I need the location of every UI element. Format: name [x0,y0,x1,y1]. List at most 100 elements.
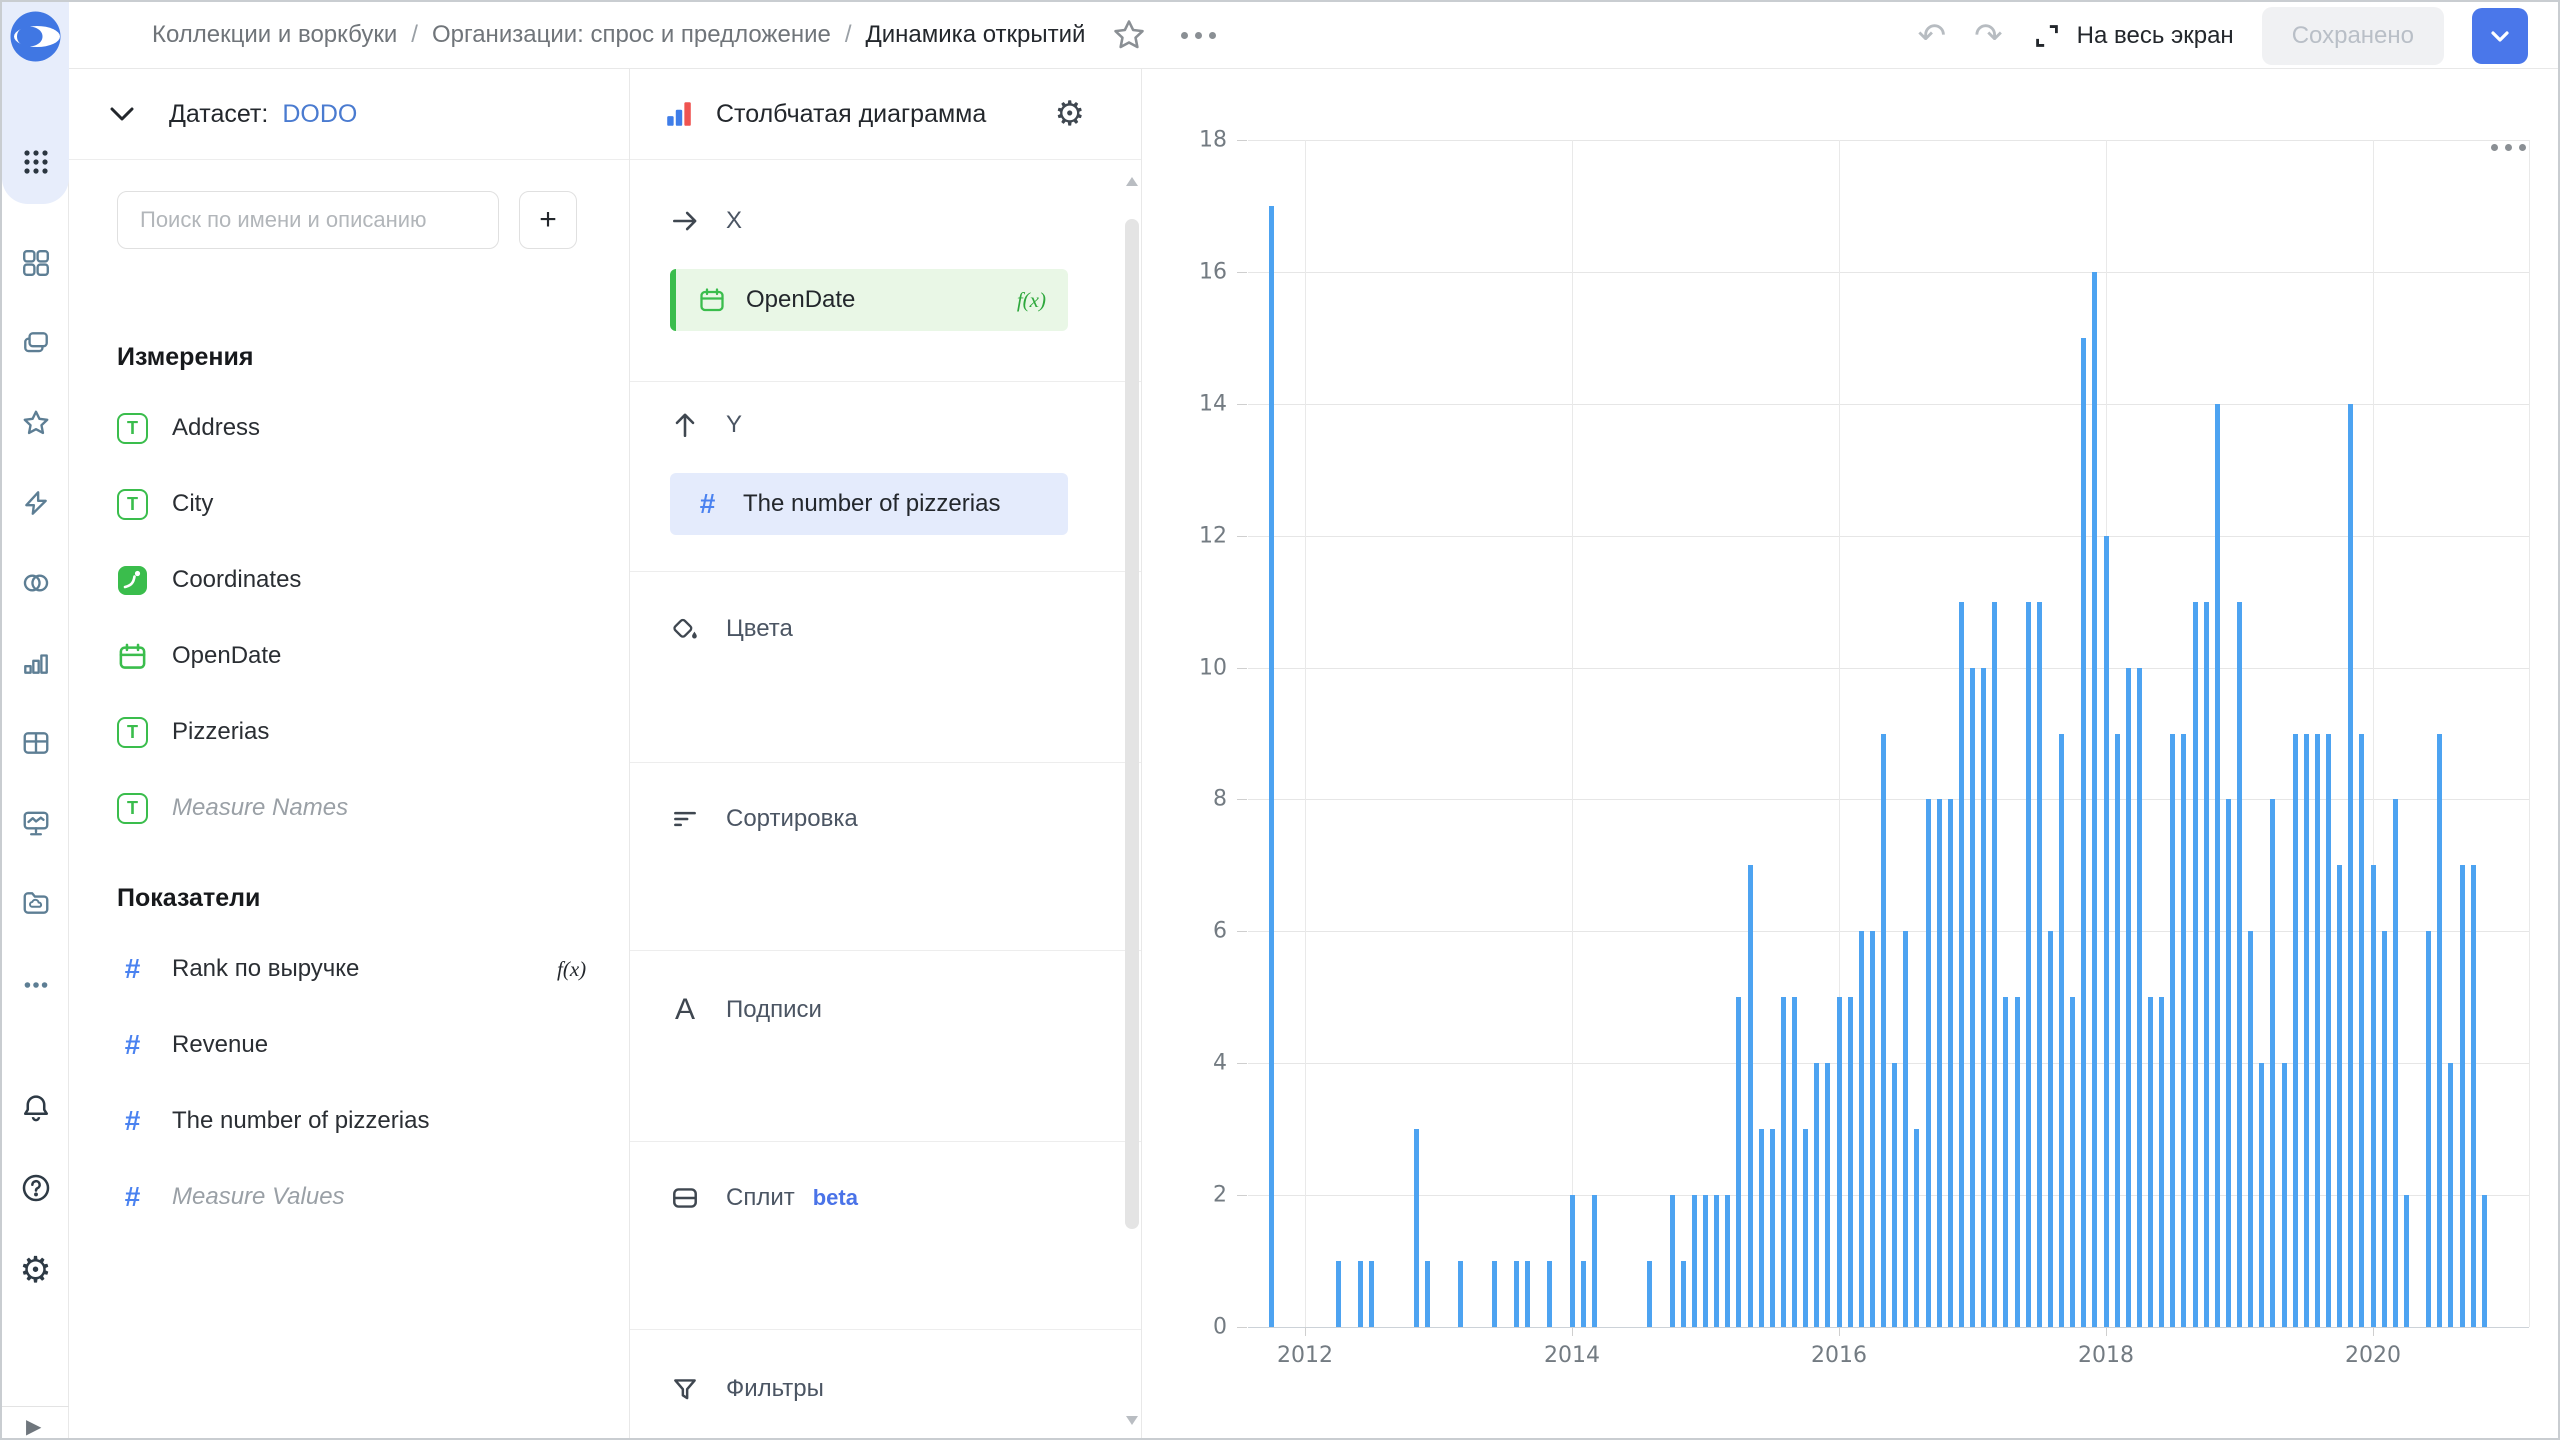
y-gridline [1248,1063,2529,1065]
bar [1914,1129,1920,1327]
datasets-icon[interactable] [2,728,69,758]
workbooks-icon[interactable] [2,328,69,358]
bar [1547,1261,1553,1327]
bar [1858,931,1864,1327]
field-row-address[interactable]: T Address [117,401,597,455]
add-field-button[interactable]: + [519,191,577,249]
x-axis-label: X [726,207,743,234]
chevron-down-icon [2491,30,2509,42]
filter-funnel-icon [674,1379,696,1400]
bar [1358,1261,1364,1327]
field-search-input[interactable] [117,191,499,249]
x-axis-tick-label: 2014 [1544,1343,1600,1368]
bar [2359,733,2365,1327]
bar [1947,799,1953,1327]
bar [1758,1129,1764,1327]
bar [2392,799,2398,1327]
field-label: Pizzerias [172,718,270,745]
bar [1714,1195,1720,1327]
apps-grid-icon[interactable] [2,148,69,176]
field-row-measure-values[interactable]: # Measure Values [117,1170,597,1224]
text-field-icon: T [117,488,148,520]
redo-icon[interactable]: ↷ [1974,16,2003,55]
collapse-chevron-icon[interactable] [109,106,135,122]
functions-icon[interactable] [2,488,69,518]
viz-settings-gear-icon[interactable]: ⚙ [1054,95,1085,133]
more-actions-icon[interactable] [1181,31,1217,39]
notifications-bell-icon[interactable] [2,1092,69,1124]
y-axis-tick-label: 2 [1213,1182,1227,1208]
breadcrumb-workbook[interactable]: Организации: спрос и предложение [431,21,831,48]
datalens-logo-icon[interactable] [9,10,62,63]
x-axis-tick-label: 2018 [2078,1343,2134,1368]
bar [1792,997,1797,1327]
y-gridline [1248,667,2529,669]
dashboards-icon[interactable] [2,808,69,838]
field-row-the-number-of-pizzerias[interactable]: # The number of pizzerias [117,1094,597,1148]
filters-section[interactable]: Фильтры [670,1367,824,1411]
field-label: The number of pizzerias [172,1107,430,1134]
x-axis-tick-label: 2016 [1811,1343,1867,1368]
dataset-name-link[interactable]: DODO [282,99,358,128]
split-label: Сплит [726,1184,795,1211]
favorite-star-icon[interactable] [1111,17,1147,53]
x-gridline [1305,140,1306,1327]
help-icon[interactable] [2,1172,69,1204]
scroll-up-icon[interactable] [1126,177,1138,186]
labels-section[interactable]: A Подписи [670,988,822,1032]
connections-icon[interactable] [2,568,69,598]
fullscreen-icon [2035,24,2058,47]
undo-icon[interactable]: ↶ [1917,16,1947,55]
field-row-revenue[interactable]: # Revenue [117,1018,597,1072]
number-field-icon: # [124,1181,141,1212]
split-section[interactable]: Сплит beta [670,1176,858,1220]
field-row-coordinates[interactable]: Coordinates [117,553,597,607]
x-gridline [2373,140,2374,1327]
scroll-down-icon[interactable] [1126,1416,1138,1425]
storage-folder-icon[interactable] [2,888,69,918]
expand-rail-icon[interactable]: ▶ [26,1416,42,1438]
y-axis-tick-label: 16 [1199,259,1227,285]
y-axis-tick-label: 4 [1213,1050,1227,1076]
save-dropdown-button[interactable] [2472,7,2528,64]
chart-context-menu-icon[interactable] [2491,144,2526,151]
field-row-pizzerias[interactable]: T Pizzerias [117,705,597,759]
bar [2259,1063,2265,1327]
y-field-chip-pizzerias[interactable]: # The number of pizzerias [670,473,1068,535]
chart-type-selector[interactable]: Столбчатая диаграмма [716,99,987,128]
viz-scrollbar[interactable] [1125,169,1139,1429]
x-field-chip-opendate[interactable]: OpenDate f(x) [670,269,1068,331]
bar [1836,997,1842,1327]
saved-button[interactable]: Сохранено [2261,6,2444,65]
field-row-city[interactable]: T City [117,477,597,531]
bar [1413,1129,1419,1327]
bar [2281,1063,2287,1327]
field-label: Measure Values [172,1183,345,1210]
bar [2237,601,2242,1327]
bar [1780,997,1786,1327]
field-row-opendate[interactable]: OpenDate [117,629,597,683]
fullscreen-button[interactable]: На весь экран [2031,20,2234,52]
more-icon[interactable] [2,970,69,1000]
bar [2103,535,2109,1327]
x-tick [1572,1327,1573,1336]
charts-icon[interactable] [2,648,69,678]
bar [1825,1063,1831,1327]
y-tick [1237,931,1247,933]
bar [1525,1261,1530,1327]
breadcrumb-collections[interactable]: Коллекции и воркбуки [152,21,398,48]
colors-section[interactable]: Цвета [670,607,793,651]
bar [2136,667,2142,1327]
beta-badge: beta [812,1185,858,1210]
favorites-icon[interactable] [2,408,69,438]
y-gridline [1248,271,2529,273]
collections-icon[interactable] [2,248,69,278]
field-row-measure-names[interactable]: T Measure Names [117,781,597,835]
bar [1703,1195,1708,1327]
scrollbar-thumb[interactable] [1125,219,1139,1229]
text-field-icon: T [117,412,148,444]
settings-gear-icon[interactable]: ⚙ [19,1249,52,1290]
bar [1970,667,1975,1327]
field-row-rank-по-выручке[interactable]: # Rank по выручке f(x) [117,942,597,996]
sorting-section[interactable]: Сортировка [670,797,858,841]
